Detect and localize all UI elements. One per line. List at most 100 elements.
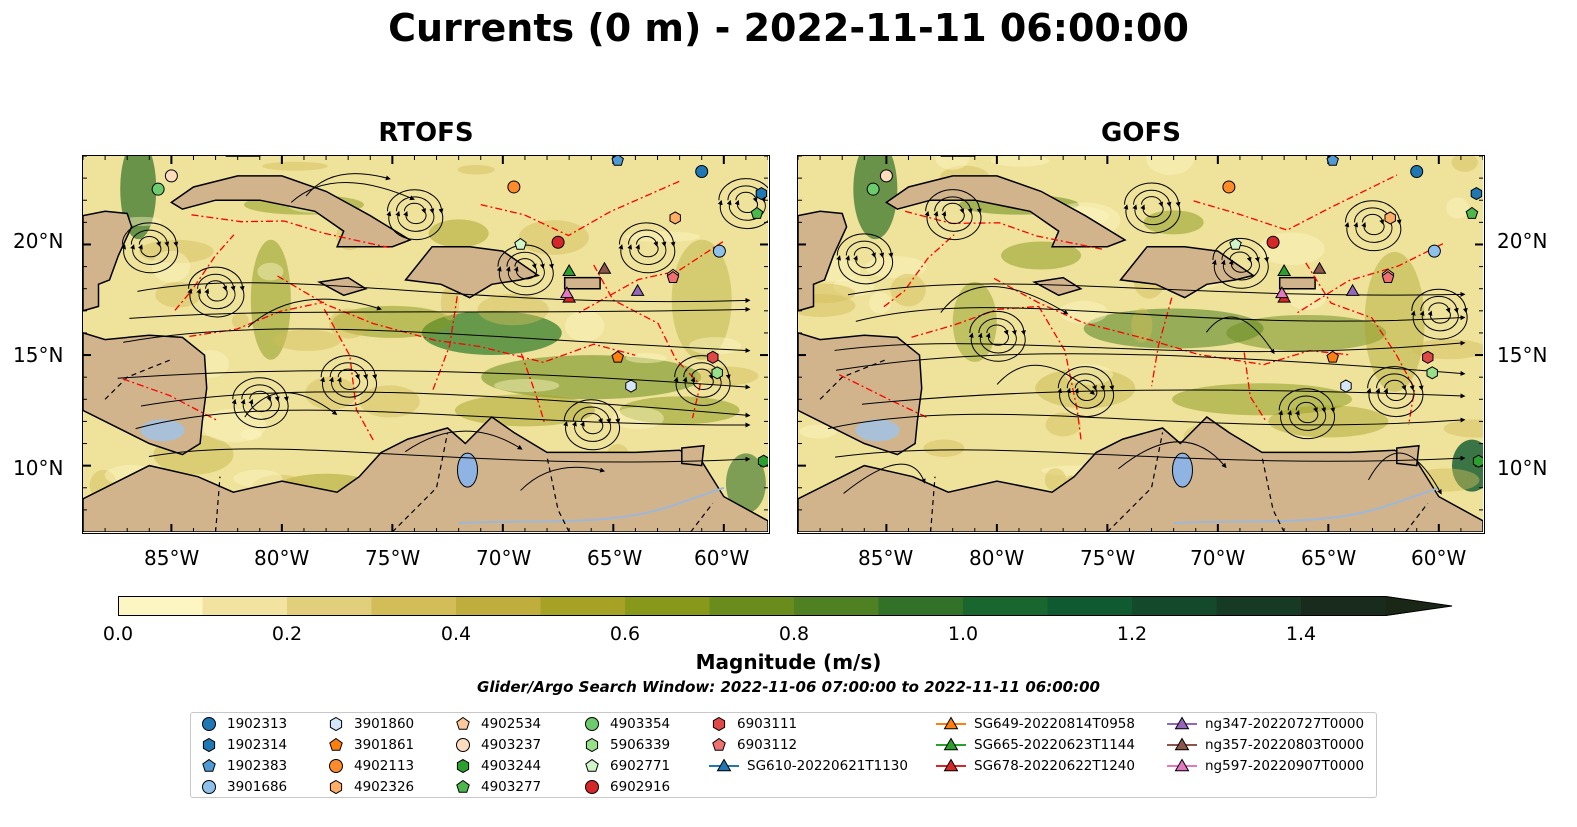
eddy-streamline bbox=[673, 355, 731, 406]
colorbar-segment bbox=[709, 596, 795, 616]
legend-item: 4903237 bbox=[453, 735, 541, 755]
eddy-streamline bbox=[1211, 237, 1269, 289]
legend-marker bbox=[456, 779, 470, 793]
x-tick-label: 70°W bbox=[1190, 546, 1246, 570]
legend-item: SG678-20220622T1240 bbox=[936, 756, 1135, 776]
eez-boundary bbox=[189, 301, 325, 338]
current-streamline bbox=[1205, 316, 1275, 355]
eez-boundary bbox=[1296, 243, 1444, 314]
legend-marker-icon bbox=[202, 780, 216, 794]
eez-boundary bbox=[1193, 174, 1398, 231]
legend-marker bbox=[202, 758, 216, 772]
country-border bbox=[214, 476, 221, 532]
colorbar-segment bbox=[118, 596, 203, 616]
eddy-streamline bbox=[1366, 366, 1424, 418]
lake-nicaragua bbox=[855, 419, 900, 442]
float-marker bbox=[1222, 180, 1236, 194]
float-marker bbox=[560, 286, 574, 299]
legend-marker bbox=[585, 758, 599, 772]
float-marker bbox=[151, 182, 165, 196]
puerto-rico-land bbox=[1278, 276, 1316, 290]
eddy-streamline bbox=[968, 310, 1026, 362]
legend-item: 3901861 bbox=[326, 735, 414, 755]
float-marker bbox=[597, 261, 612, 274]
country-border bbox=[1405, 502, 1429, 532]
current-streamline bbox=[834, 340, 1466, 353]
float-marker bbox=[711, 366, 723, 380]
x-tick-label: 65°W bbox=[1301, 546, 1357, 570]
legend-marker-icon bbox=[456, 779, 470, 793]
current-speed-patch bbox=[1045, 412, 1082, 437]
eddy-streamline bbox=[717, 178, 768, 230]
legend-item: 4902534 bbox=[453, 714, 541, 734]
legend-marker-icon bbox=[709, 758, 739, 772]
current-speed-patch bbox=[952, 281, 997, 362]
colorbar-segment bbox=[878, 596, 964, 616]
current-speed-patch bbox=[257, 262, 284, 281]
eez-boundary bbox=[1150, 297, 1173, 387]
current-speed-patch bbox=[619, 396, 740, 425]
legend-item: 1902383 bbox=[199, 756, 287, 776]
float-marker bbox=[562, 263, 577, 276]
legend-marker bbox=[1174, 737, 1190, 751]
legend-item: 4903354 bbox=[582, 714, 670, 734]
eddy-streamline bbox=[836, 233, 894, 285]
figure-title: Currents (0 m) - 2022-11-11 06:00:00 bbox=[388, 6, 1189, 50]
y-tick-label: 15°N bbox=[1497, 343, 1548, 367]
hispaniola-land bbox=[404, 245, 540, 299]
current-speed-patch bbox=[799, 424, 837, 439]
y-tick-label: 10°N bbox=[1497, 456, 1548, 480]
current-speed-patch bbox=[1143, 210, 1204, 235]
eddy-streamline bbox=[1057, 366, 1115, 418]
x-tick-label: 60°W bbox=[1411, 546, 1467, 570]
float-marker bbox=[1326, 350, 1339, 363]
colorbar-tick-label: 0.6 bbox=[609, 623, 641, 645]
legend-label: SG649-20220814T0958 bbox=[974, 716, 1135, 732]
current-speed-patch bbox=[457, 164, 495, 175]
colorbar-segment bbox=[202, 596, 288, 616]
eddy-streamline bbox=[924, 189, 982, 241]
current-speed-patch bbox=[890, 273, 926, 307]
colorbar-extend-arrow bbox=[1385, 596, 1453, 616]
legend-marker bbox=[585, 780, 599, 794]
eddy-streamline bbox=[1123, 182, 1181, 234]
float-marker bbox=[707, 350, 719, 364]
colorbar-tick-label: 1.0 bbox=[947, 623, 979, 645]
legend-marker-icon bbox=[936, 737, 966, 751]
colorbar-tick-label: 0.8 bbox=[778, 623, 810, 645]
colorbar-segment bbox=[963, 596, 1048, 616]
legend-label: ng597-20220907T0000 bbox=[1205, 758, 1365, 774]
legend-item: 4903277 bbox=[453, 777, 541, 797]
float-marker bbox=[1340, 379, 1352, 393]
float-marker bbox=[164, 169, 178, 183]
current-streamline bbox=[940, 286, 1069, 315]
float-marker bbox=[695, 164, 709, 178]
y-tick-label: 20°N bbox=[13, 229, 64, 253]
eez-boundary bbox=[1243, 352, 1267, 422]
legend-marker bbox=[712, 737, 726, 751]
panel-title-gofs: GOFS bbox=[1101, 118, 1181, 148]
legend-label: 4902113 bbox=[354, 758, 415, 774]
current-speed-patch bbox=[428, 219, 489, 248]
trinidad-land bbox=[1396, 444, 1420, 467]
float-marker bbox=[1410, 164, 1424, 178]
legend-marker-icon bbox=[936, 716, 966, 730]
puerto-rico-land bbox=[563, 276, 601, 290]
legend-marker-icon bbox=[329, 779, 343, 795]
current-speed-patch bbox=[240, 428, 263, 441]
x-tick-label: 80°W bbox=[969, 546, 1025, 570]
float-marker bbox=[757, 454, 768, 468]
legend-marker bbox=[585, 717, 599, 731]
eez-boundary bbox=[191, 214, 389, 249]
current-speed-patch bbox=[1451, 439, 1483, 492]
float-marker bbox=[712, 244, 726, 258]
legend-marker-icon bbox=[202, 758, 216, 772]
x-tick-label: 60°W bbox=[694, 546, 750, 570]
legend-marker-icon bbox=[202, 717, 216, 731]
float-marker bbox=[625, 379, 637, 393]
float-marker bbox=[669, 211, 681, 225]
eez-boundary bbox=[838, 374, 929, 419]
float-marker bbox=[1275, 286, 1289, 299]
float-marker bbox=[1326, 156, 1339, 166]
current-streamline bbox=[855, 307, 1466, 322]
